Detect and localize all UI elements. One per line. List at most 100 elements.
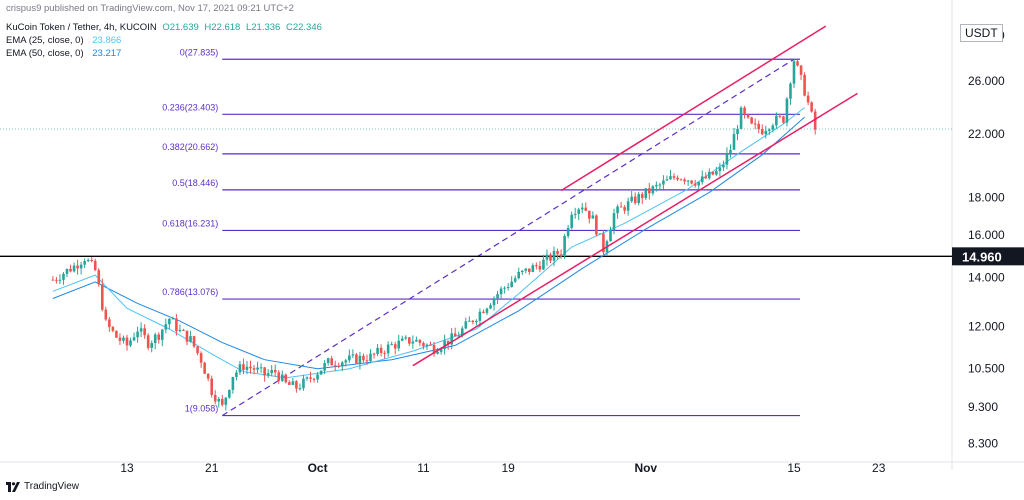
candle-body [478, 311, 482, 321]
footer-brand: TradingView [24, 481, 80, 492]
y-tick-label: 18.000 [968, 191, 1005, 205]
ema25-value: 23.866 [92, 35, 122, 46]
candle-body [62, 273, 65, 280]
candle-body [626, 201, 630, 211]
fib-level-label: 0.382(20.662) [162, 142, 218, 152]
close-value: C22.346 [285, 22, 322, 33]
candle-body [637, 194, 641, 204]
candle-body [757, 123, 761, 129]
candle-body [291, 381, 295, 385]
candle-body [640, 194, 644, 199]
candle-body [775, 115, 778, 126]
candle-body [729, 149, 732, 154]
candle-body [326, 358, 330, 364]
candle-body [125, 337, 129, 346]
time-axis[interactable]: 13 21 Oct 11 19 Nov 15 23 [120, 461, 885, 475]
candle-body [528, 268, 531, 272]
candle-body [340, 362, 344, 367]
candle-body [383, 352, 386, 354]
candle-body [566, 227, 570, 236]
candle-body [51, 279, 55, 281]
candle-body [259, 367, 263, 369]
candle-body [210, 378, 213, 395]
candle-body [432, 345, 436, 354]
candle-body [753, 123, 757, 125]
candle-body [595, 215, 598, 235]
candle-body [803, 74, 806, 96]
candle-body [711, 171, 715, 175]
candle-body [348, 355, 351, 361]
candle-body [616, 206, 619, 214]
candle-body [224, 397, 228, 405]
tradingview-footer[interactable]: TradingView [6, 481, 79, 492]
candle-body [280, 374, 284, 381]
channel-trendline [560, 25, 827, 192]
symbol-title: KuCoin Token / Tether, 4h, KUCOIN [6, 22, 157, 33]
candle-body [619, 206, 623, 208]
candle-body [492, 298, 496, 306]
candle-body [298, 388, 302, 390]
candle-body [732, 134, 736, 150]
candle-body [591, 215, 595, 219]
candle-body [182, 329, 185, 331]
price-axis[interactable]: 8.300 9.300 10.500 12.000 14.000 16.000 18.000… [968, 28, 1005, 450]
candle-body [679, 179, 683, 181]
candle-body [319, 370, 323, 375]
open-value: O21.639 [162, 22, 199, 33]
trend-channel[interactable] [412, 25, 858, 367]
candle-body [503, 287, 506, 289]
candle-body [97, 270, 101, 285]
currency-label[interactable]: USDT [960, 24, 1003, 42]
chart-grid [0, 0, 1024, 470]
candle-body [220, 398, 224, 405]
candle-body [623, 207, 626, 211]
candle-body [305, 377, 309, 379]
candle-body [810, 102, 813, 112]
candle-body [333, 365, 337, 367]
candle-body [284, 374, 288, 383]
fibonacci-retracement[interactable]: 0(27.835) 0.236(23.403) 0.382(20.662) 0.5(1… [162, 47, 800, 417]
candle-body [231, 376, 235, 390]
candle-body [771, 125, 775, 130]
candle-body [552, 251, 556, 261]
candle-body [93, 260, 97, 271]
candle-body [411, 341, 415, 344]
candle-body [185, 330, 189, 342]
candle-body [697, 182, 701, 186]
candle-body [330, 358, 333, 366]
candle-body [252, 368, 256, 370]
candle-body [393, 344, 397, 349]
candle-body [559, 254, 563, 256]
symbol-legend: KuCoin Token / Tether, 4h, KUCOIN O21.63… [6, 22, 325, 33]
ema25-legend[interactable]: EMA (25, close, 0) 23.866 [6, 35, 121, 46]
candle-body [450, 333, 453, 345]
candle-body [725, 153, 729, 165]
candle-body [104, 309, 108, 320]
candle-body [545, 254, 549, 260]
x-tick-label: 23 [872, 461, 886, 475]
candle-body [168, 318, 171, 325]
candle-body [273, 369, 277, 373]
x-tick-label: 15 [787, 461, 801, 475]
x-tick-label: 11 [417, 461, 430, 475]
high-value: H22.618 [204, 22, 241, 33]
candle-body [704, 176, 708, 179]
candle-body [760, 128, 764, 135]
candle-body [425, 344, 429, 347]
candle-body [665, 179, 669, 181]
candle-body [146, 335, 150, 348]
fib-level-label: 0.236(23.403) [162, 102, 218, 112]
candle-body [351, 354, 355, 356]
y-tick-label: 26.000 [968, 74, 1005, 88]
level-price-label: 14.960 [962, 249, 1002, 264]
candle-body [337, 365, 341, 367]
candle-body [139, 328, 143, 332]
candle-body [482, 311, 485, 313]
candle-body [556, 251, 559, 255]
candle-body [295, 381, 298, 389]
candle-body [100, 284, 104, 310]
candle-body [58, 279, 62, 281]
ema50-legend[interactable]: EMA (50, close, 0) 23.217 [6, 48, 121, 59]
horizontal-level-line[interactable]: 14.960 [0, 128, 1024, 266]
